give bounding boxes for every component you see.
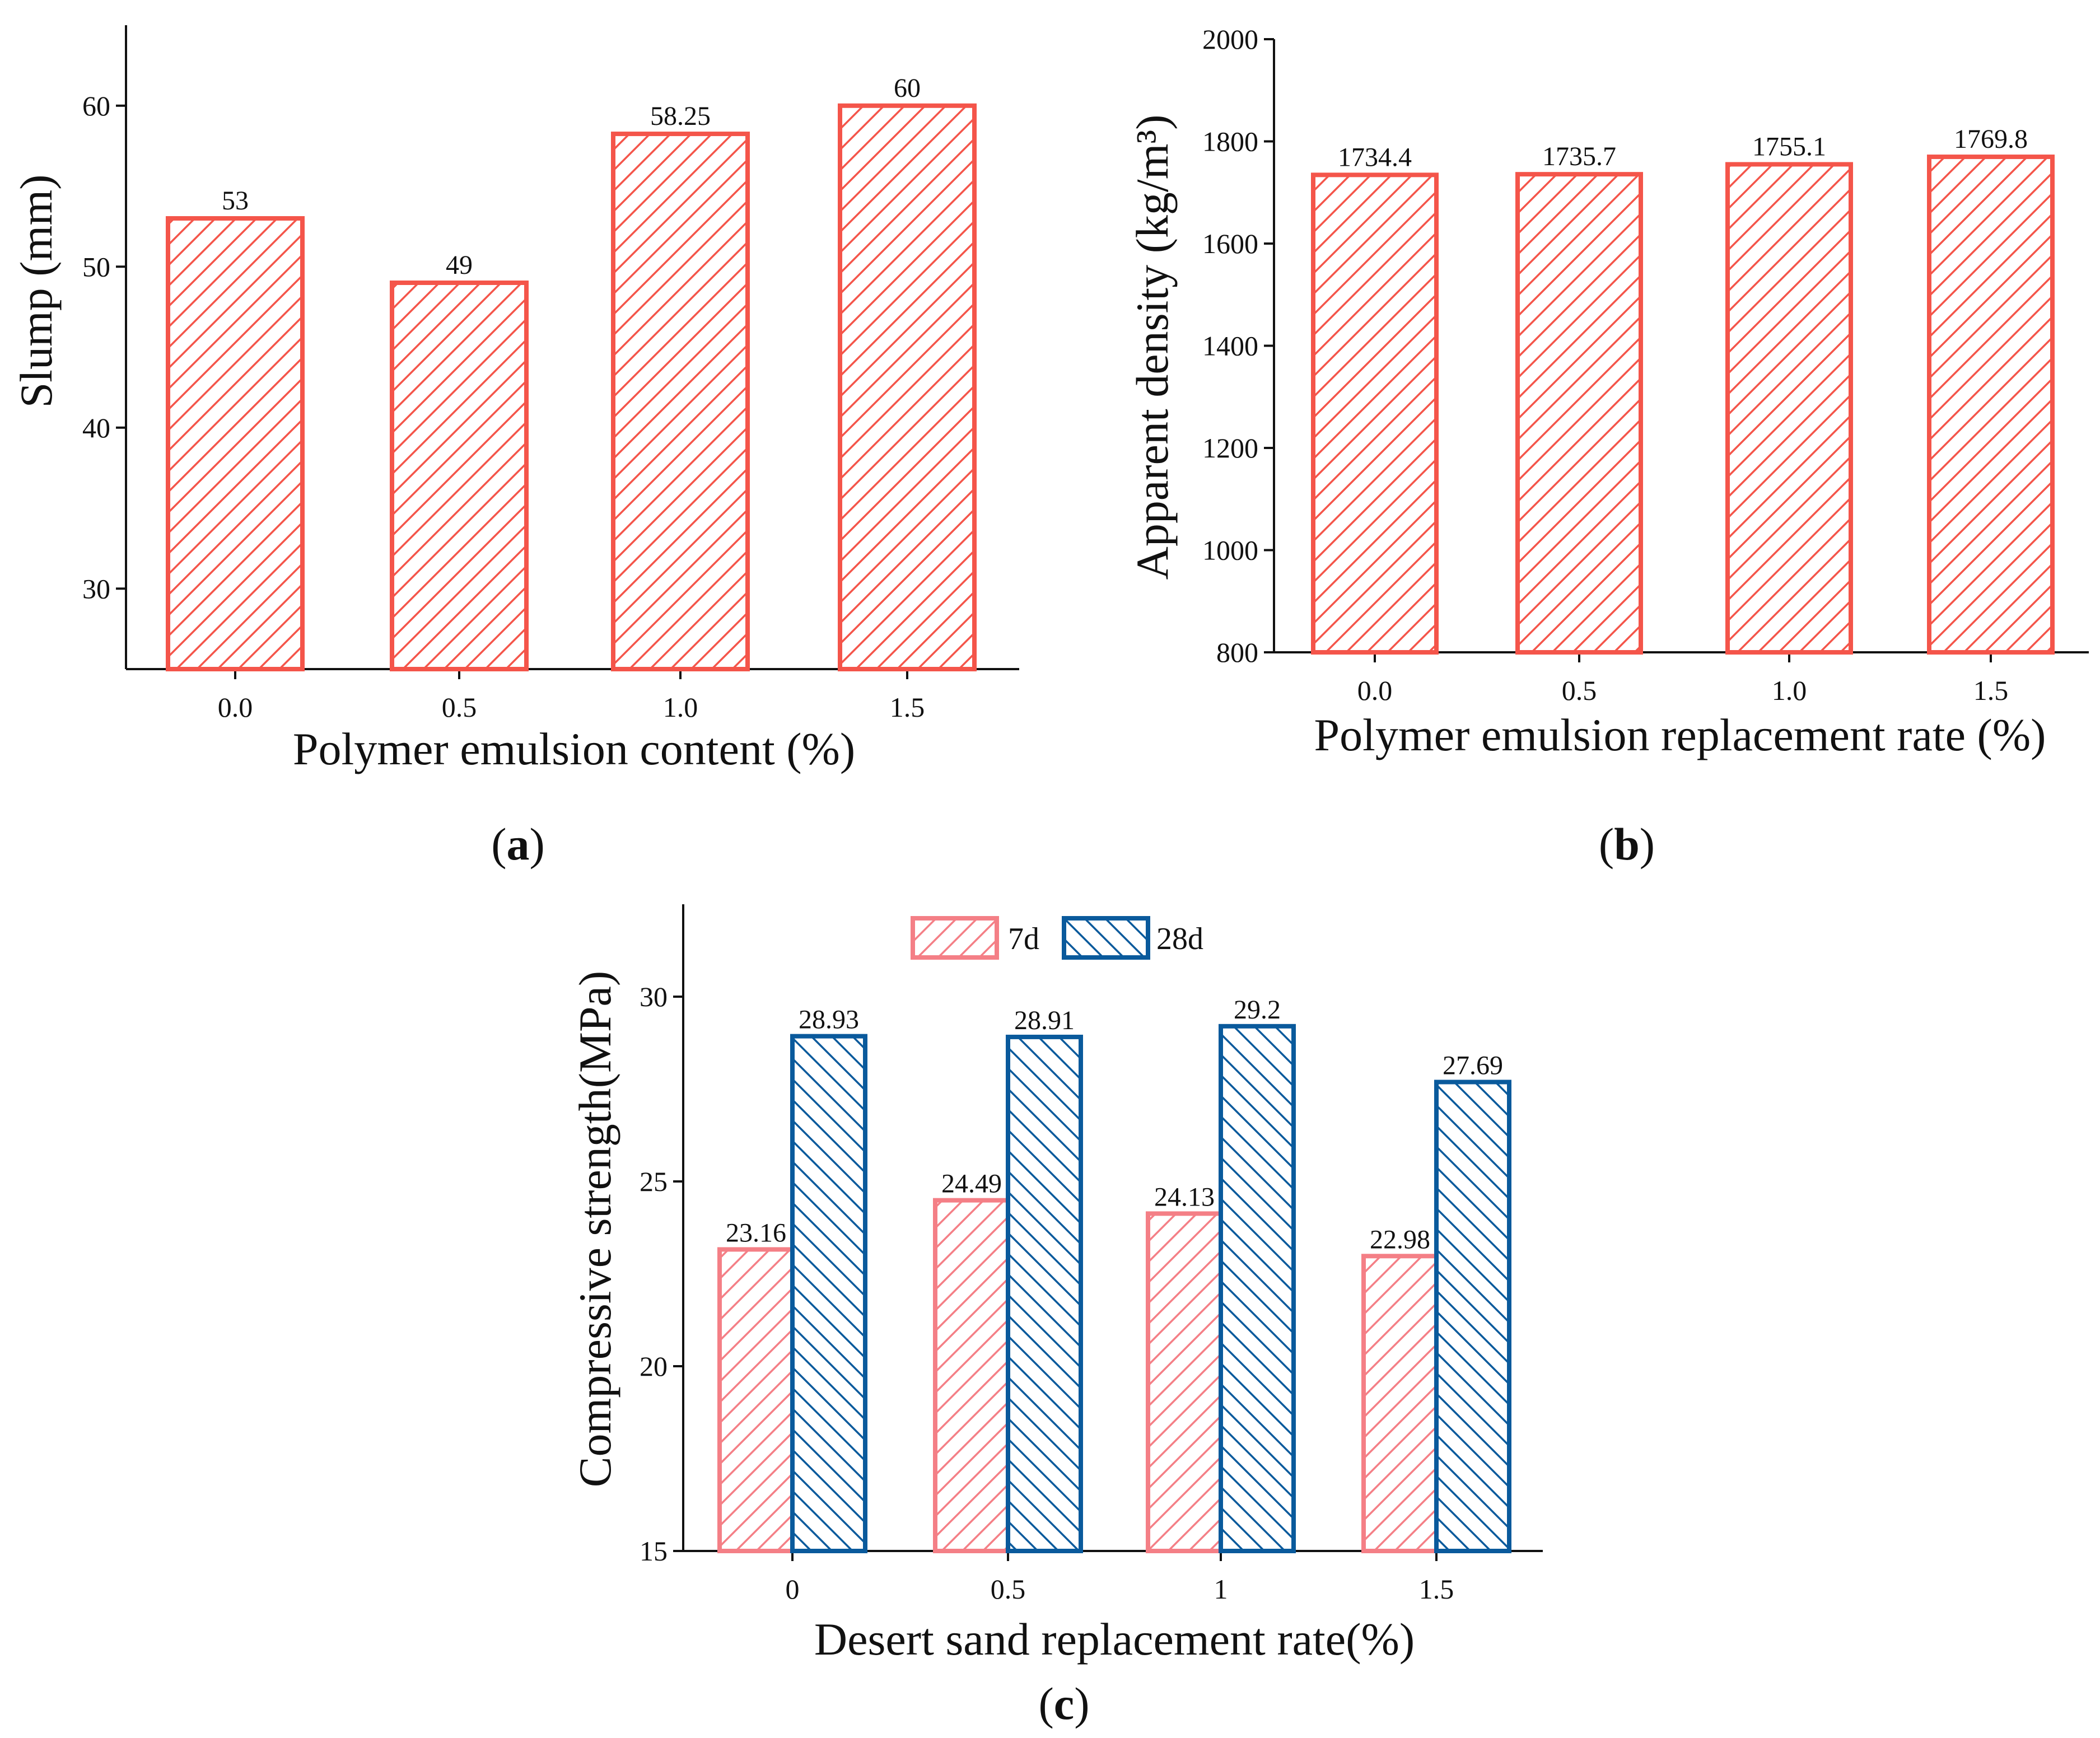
y-tick-label: 20 [640, 1351, 668, 1382]
x-axis-label-c: Desert sand replacement rate(%) [814, 1614, 1415, 1665]
x-tick-label: 0.5 [1562, 675, 1597, 706]
panel-tag-c: (c) [1038, 1678, 1089, 1729]
x-tick-label: 1.0 [663, 692, 698, 723]
axes-a: 30 40 50 60 0.0 0.5 1.0 1.5 [82, 25, 1019, 723]
y-axis-label-b: Apparent density (kg/m³) [1127, 115, 1178, 580]
bar-labels-a: 53 49 58.25 60 [222, 73, 921, 280]
bar-7d [933, 1198, 1010, 1553]
bar-7d [1146, 1211, 1223, 1553]
legend-c: 7d 28d [911, 916, 1203, 960]
bar [1515, 172, 1643, 655]
panel-tag-a: (a) [491, 819, 545, 870]
bar-value-label: 28.91 [1014, 1006, 1075, 1035]
legend-swatch-7d [911, 916, 999, 960]
bars-c [717, 1024, 1511, 1554]
bar-28d [1006, 1034, 1083, 1553]
bar-7d [1361, 1254, 1439, 1554]
chart-panel-c: 15 20 25 30 0 0.5 1 1.5 23.16 24.49 24.13 22.98 28.… [570, 904, 1543, 1729]
bar-value-label: 1734.4 [1338, 142, 1412, 172]
bar [1311, 172, 1439, 655]
x-tick-label: 0 [786, 1573, 800, 1605]
bar-value-label: 1735.7 [1542, 142, 1616, 171]
x-tick-label: 1.5 [1419, 1573, 1454, 1605]
bars-a [166, 103, 977, 671]
bar [390, 281, 529, 671]
y-tick-label: 2000 [1202, 24, 1258, 55]
x-tick-label: 1 [1214, 1573, 1228, 1605]
x-axis-label-a: Polymer emulsion content (%) [293, 723, 855, 774]
bar-value-label: 27.69 [1443, 1050, 1503, 1080]
y-tick-label: 1000 [1202, 535, 1258, 566]
bar [611, 132, 750, 671]
bar-labels-b: 1734.4 1735.7 1755.1 1769.8 [1338, 124, 2028, 172]
axes-b: 800 1000 1200 1400 1600 1800 2000 0.0 0.5 1.0 1.5 [1202, 24, 2089, 706]
bars-b [1311, 155, 2055, 655]
bar [1725, 162, 1853, 655]
y-tick-label: 1200 [1202, 432, 1258, 464]
bar-value-label: 28.93 [799, 1005, 859, 1035]
y-tick-label: 1800 [1202, 126, 1258, 157]
x-tick-label: 1.5 [890, 692, 925, 723]
bar-28d [790, 1034, 867, 1553]
y-tick-label: 25 [640, 1166, 668, 1197]
x-tick-label: 1.5 [1973, 675, 2009, 706]
panel-tag-b: (b) [1599, 819, 1655, 870]
y-tick-label: 50 [82, 251, 110, 282]
y-axis-label-c: Compressive strength(MPa) [570, 971, 620, 1487]
y-tick-label: 30 [640, 981, 668, 1012]
bar-value-label: 23.16 [726, 1218, 786, 1248]
x-axis-label-b: Polymer emulsion replacement rate (%) [1314, 709, 2046, 760]
x-tick-label: 0.5 [991, 1573, 1026, 1605]
bar-value-label: 60 [894, 73, 921, 103]
bar-value-label: 29.2 [1234, 995, 1281, 1025]
x-tick-label: 0.0 [218, 692, 253, 723]
bar-value-label: 22.98 [1370, 1225, 1430, 1254]
bar-28d [1434, 1080, 1511, 1553]
x-tick-label: 1.0 [1772, 675, 1807, 706]
bar [838, 103, 977, 671]
bar-28d [1219, 1024, 1296, 1554]
bar-value-label: 53 [222, 186, 249, 216]
y-tick-label: 40 [82, 412, 110, 443]
bar-value-label: 58.25 [650, 101, 711, 131]
y-tick-label: 1400 [1202, 330, 1258, 362]
y-tick-label: 15 [640, 1535, 668, 1567]
bar-value-label: 49 [446, 250, 473, 280]
y-tick-label: 60 [82, 90, 110, 122]
chart-panel-a: 30 40 50 60 0.0 0.5 1.0 1.5 53 49 58.25 60 Polymer… [11, 25, 1019, 870]
y-tick-label: 1600 [1202, 228, 1258, 259]
x-tick-label: 0.5 [442, 692, 477, 723]
bar-value-label: 1755.1 [1752, 132, 1826, 161]
legend-label-28d: 28d [1156, 922, 1203, 956]
bar-value-label: 24.49 [941, 1169, 1002, 1199]
y-tick-label: 30 [82, 573, 110, 604]
y-tick-label: 800 [1216, 637, 1258, 668]
legend-swatch-28d [1062, 916, 1150, 960]
bar [166, 216, 305, 671]
legend-label-7d: 7d [1008, 922, 1039, 956]
bar-7d [717, 1247, 795, 1553]
x-tick-label: 0.0 [1357, 675, 1393, 706]
bar-value-label: 24.13 [1154, 1182, 1215, 1212]
y-axis-label-a: Slump (mm) [11, 175, 62, 408]
bar [1927, 155, 2055, 655]
bar-labels-c: 23.16 24.49 24.13 22.98 28.93 28.91 29.2 27.69 [726, 995, 1503, 1255]
bar-value-label: 1769.8 [1954, 124, 2028, 154]
